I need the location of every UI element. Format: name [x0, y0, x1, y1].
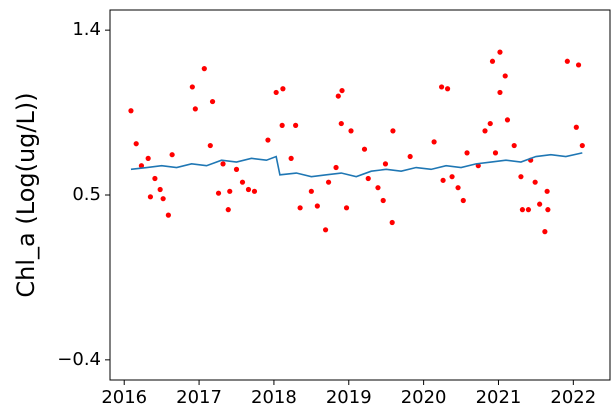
point	[455, 185, 461, 191]
point	[348, 128, 354, 134]
point	[579, 142, 585, 149]
point	[545, 207, 551, 213]
point	[215, 190, 222, 196]
point	[438, 84, 445, 90]
point	[225, 207, 231, 213]
point	[489, 58, 496, 64]
point	[189, 84, 195, 90]
point	[444, 86, 451, 92]
x-tick-label: 2019	[326, 387, 372, 408]
point	[165, 212, 171, 218]
point	[390, 128, 396, 134]
point	[325, 179, 332, 185]
point	[518, 174, 524, 180]
point	[251, 188, 258, 194]
point	[245, 186, 252, 193]
point	[333, 164, 339, 171]
x-tick-label: 2016	[101, 387, 147, 408]
y-axis-label: Chl_a (Log(ug/L))	[12, 92, 40, 297]
point	[343, 205, 350, 211]
point	[201, 66, 207, 72]
point	[519, 207, 526, 213]
point	[440, 177, 446, 183]
point	[365, 175, 371, 182]
point	[487, 120, 493, 127]
point	[380, 197, 386, 204]
point	[169, 152, 175, 158]
point	[375, 185, 381, 191]
point	[504, 117, 511, 123]
y-tick-label: −0.4	[57, 349, 101, 370]
point	[273, 89, 279, 96]
point	[152, 175, 158, 182]
point	[532, 179, 538, 185]
point	[265, 137, 271, 143]
point	[573, 124, 579, 130]
x-tick-label: 2021	[476, 387, 522, 408]
point	[525, 207, 532, 213]
point	[537, 201, 543, 207]
point	[407, 153, 413, 160]
point	[460, 197, 466, 204]
point	[544, 188, 550, 194]
point	[209, 98, 216, 105]
point	[133, 141, 139, 147]
x-tick-label: 2017	[176, 387, 222, 408]
point	[192, 106, 198, 112]
point	[502, 73, 508, 79]
point	[314, 203, 320, 209]
point	[293, 122, 299, 128]
x-tick-label: 2020	[401, 387, 447, 408]
point	[542, 229, 548, 235]
y-tick-label: 1.4	[72, 19, 101, 40]
point	[389, 219, 395, 226]
point	[297, 205, 303, 211]
point	[339, 87, 345, 94]
point	[431, 139, 437, 145]
x-tick-label: 2018	[251, 387, 297, 408]
point	[157, 186, 163, 193]
point	[575, 62, 582, 68]
point	[239, 179, 246, 185]
point	[322, 227, 329, 233]
point	[233, 166, 240, 172]
point	[308, 188, 314, 194]
point	[564, 58, 570, 64]
point	[280, 86, 286, 92]
y-tick-label: 0.5	[72, 184, 101, 205]
point	[160, 196, 166, 202]
point	[288, 155, 294, 161]
point	[464, 150, 470, 156]
point	[497, 49, 503, 55]
point	[227, 188, 233, 194]
point	[338, 120, 344, 127]
point	[147, 194, 154, 200]
point	[511, 142, 517, 149]
x-tick-label: 2022	[550, 387, 596, 408]
plot-frame	[109, 9, 611, 381]
point	[220, 161, 226, 167]
point	[382, 161, 389, 167]
point	[361, 146, 368, 152]
point	[335, 93, 341, 99]
point	[449, 174, 455, 180]
point	[145, 155, 151, 161]
point	[138, 163, 145, 169]
point	[482, 128, 488, 134]
point	[207, 142, 213, 149]
point	[497, 89, 503, 96]
point	[492, 150, 499, 156]
point	[279, 122, 285, 128]
point	[128, 108, 134, 114]
line	[130, 152, 583, 178]
